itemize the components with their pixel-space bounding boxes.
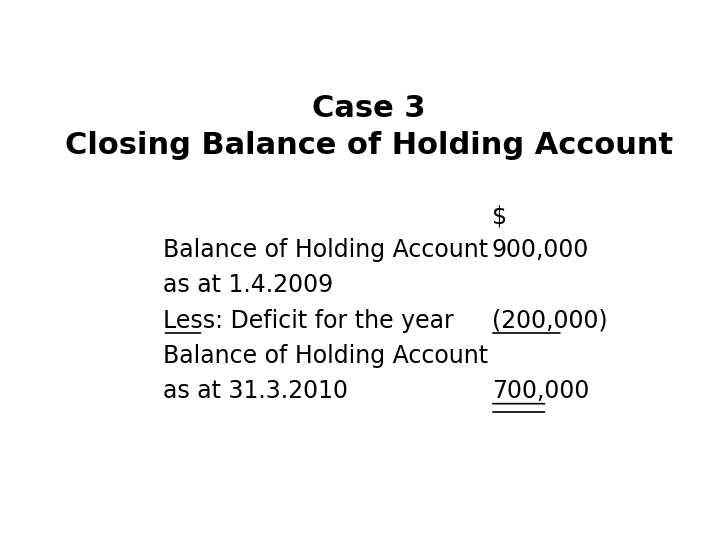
Text: as at 31.3.2010: as at 31.3.2010 xyxy=(163,379,348,403)
Text: Balance of Holding Account: Balance of Holding Account xyxy=(163,344,487,368)
Text: as at 1.4.2009: as at 1.4.2009 xyxy=(163,273,333,297)
Text: Balance of Holding Account: Balance of Holding Account xyxy=(163,238,487,262)
Text: Closing Balance of Holding Account: Closing Balance of Holding Account xyxy=(65,131,673,160)
Text: Case 3: Case 3 xyxy=(312,94,426,123)
Text: Less: Deficit for the year: Less: Deficit for the year xyxy=(163,308,454,333)
Text: (200,000): (200,000) xyxy=(492,308,608,333)
Text: 900,000: 900,000 xyxy=(492,238,589,262)
Text: $: $ xyxy=(492,205,507,228)
Text: 700,000: 700,000 xyxy=(492,379,589,403)
